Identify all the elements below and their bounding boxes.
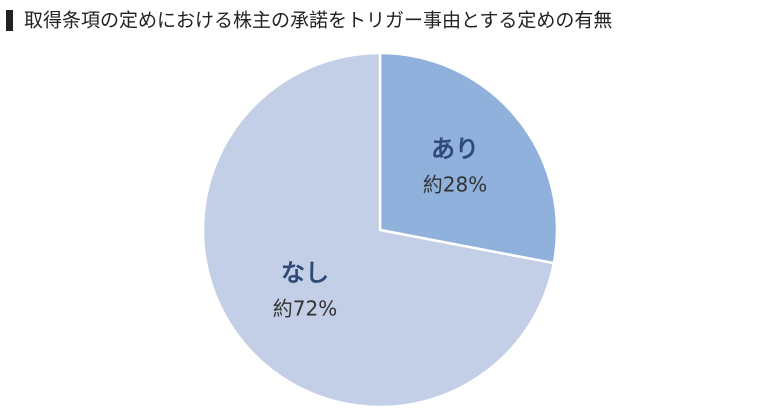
slice-value-label: 約72% (273, 297, 337, 321)
title-marker (6, 10, 13, 31)
pie-slice (201, 51, 556, 409)
slice-category-label: あり (431, 135, 479, 163)
slice-value-label: 約28% (423, 172, 487, 196)
pie-slice (378, 51, 559, 265)
chart-title: 取得条項の定めにおける株主の承諾をトリガー事由とする定めの有無 (24, 10, 612, 32)
slice-category-label: なし (281, 259, 329, 287)
